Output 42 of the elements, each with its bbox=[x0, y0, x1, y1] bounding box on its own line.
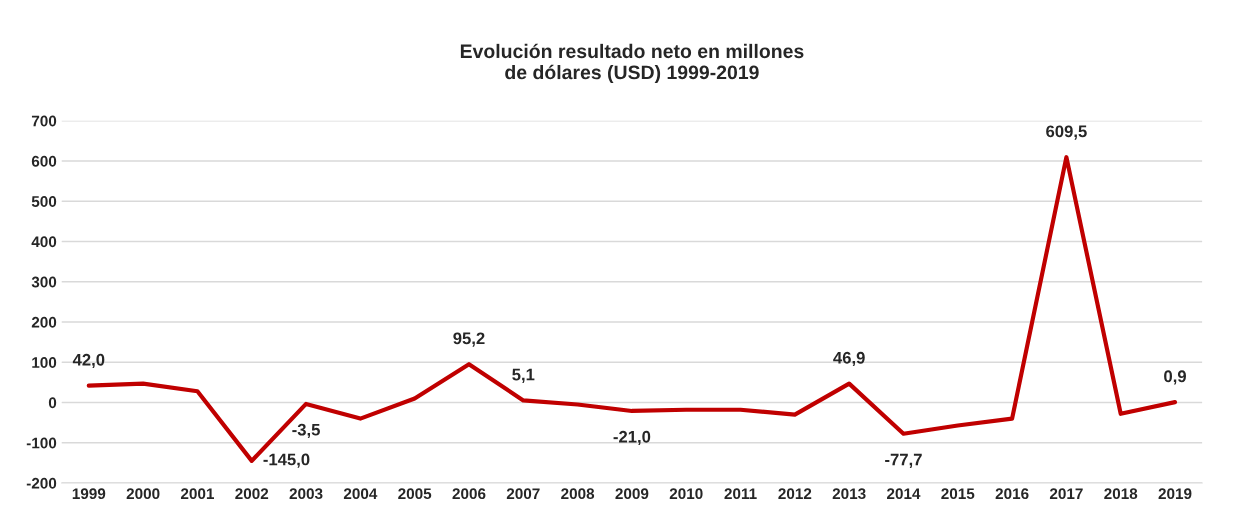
x-tick-label: 2015 bbox=[941, 488, 975, 500]
y-tick-label: -200 bbox=[26, 477, 57, 489]
y-tick-label: 0 bbox=[48, 397, 57, 409]
data-label: 5,1 bbox=[512, 368, 535, 383]
x-tick-label: 2010 bbox=[669, 488, 703, 500]
y-tick-label: 300 bbox=[31, 276, 57, 288]
y-tick-label: 400 bbox=[31, 236, 57, 248]
x-tick-label: 2013 bbox=[832, 488, 866, 500]
y-tick-label: 700 bbox=[31, 115, 57, 127]
y-tick-label: 200 bbox=[31, 316, 57, 328]
x-tick-label: 2001 bbox=[180, 488, 214, 500]
x-tick-label: 2008 bbox=[561, 488, 595, 500]
y-tick-label: 600 bbox=[31, 155, 57, 167]
x-tick-label: 2007 bbox=[506, 488, 540, 500]
data-label: -145,0 bbox=[263, 453, 310, 468]
x-tick-label: 2018 bbox=[1104, 488, 1138, 500]
x-tick-label: 2019 bbox=[1158, 488, 1192, 500]
x-tick-label: 2012 bbox=[778, 488, 812, 500]
y-tick-label: -100 bbox=[26, 437, 57, 449]
x-tick-label: 2014 bbox=[887, 488, 921, 500]
x-tick-label: 2004 bbox=[343, 488, 378, 500]
data-label: 609,5 bbox=[1046, 125, 1087, 140]
data-label: 46,9 bbox=[833, 351, 865, 367]
data-label: -77,7 bbox=[885, 453, 922, 468]
data-label: 0,9 bbox=[1164, 370, 1186, 385]
y-tick-label: 500 bbox=[31, 196, 57, 207]
data-label: -21,0 bbox=[613, 430, 651, 446]
y-tick-label: 100 bbox=[32, 357, 57, 368]
x-tick-label: 2005 bbox=[398, 488, 432, 500]
x-tick-label: 2006 bbox=[452, 488, 486, 500]
x-tick-label: 1999 bbox=[72, 488, 106, 500]
x-tick-label: 2009 bbox=[615, 488, 649, 500]
x-tick-label: 2002 bbox=[235, 488, 269, 500]
x-tick-label: 2003 bbox=[289, 488, 323, 500]
x-tick-label: 2017 bbox=[1049, 488, 1083, 500]
x-tick-label: 2011 bbox=[724, 488, 757, 500]
chart-title: Evolución resultado neto en millones de dólares (USD) 1999-2019 bbox=[460, 43, 804, 84]
data-label: 95,2 bbox=[453, 332, 485, 347]
data-label: 42,0 bbox=[72, 353, 105, 369]
x-tick-label: 2016 bbox=[995, 488, 1029, 500]
data-label: -3,5 bbox=[292, 423, 320, 439]
x-tick-label: 2000 bbox=[126, 488, 160, 500]
